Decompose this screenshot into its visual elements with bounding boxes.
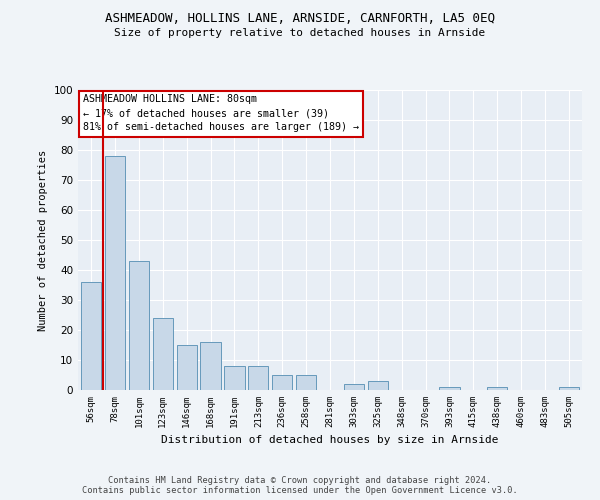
Bar [129, 261, 149, 390]
Bar [81, 282, 101, 390]
X-axis label: Distribution of detached houses by size in Arnside: Distribution of detached houses by size … [161, 436, 499, 446]
Bar [344, 384, 364, 390]
Bar [200, 342, 221, 390]
Text: Size of property relative to detached houses in Arnside: Size of property relative to detached ho… [115, 28, 485, 38]
Text: ASHMEADOW, HOLLINS LANE, ARNSIDE, CARNFORTH, LA5 0EQ: ASHMEADOW, HOLLINS LANE, ARNSIDE, CARNFO… [105, 12, 495, 26]
Bar [439, 387, 460, 390]
Bar [487, 387, 508, 390]
Text: Contains HM Land Registry data © Crown copyright and database right 2024.
Contai: Contains HM Land Registry data © Crown c… [82, 476, 518, 495]
Text: ASHMEADOW HOLLINS LANE: 80sqm
← 17% of detached houses are smaller (39)
81% of s: ASHMEADOW HOLLINS LANE: 80sqm ← 17% of d… [83, 94, 359, 132]
Bar [296, 375, 316, 390]
Bar [368, 381, 388, 390]
Bar [105, 156, 125, 390]
Y-axis label: Number of detached properties: Number of detached properties [38, 150, 48, 330]
Bar [224, 366, 245, 390]
Bar [176, 345, 197, 390]
Bar [272, 375, 292, 390]
Bar [152, 318, 173, 390]
Bar [559, 387, 579, 390]
Bar [248, 366, 268, 390]
